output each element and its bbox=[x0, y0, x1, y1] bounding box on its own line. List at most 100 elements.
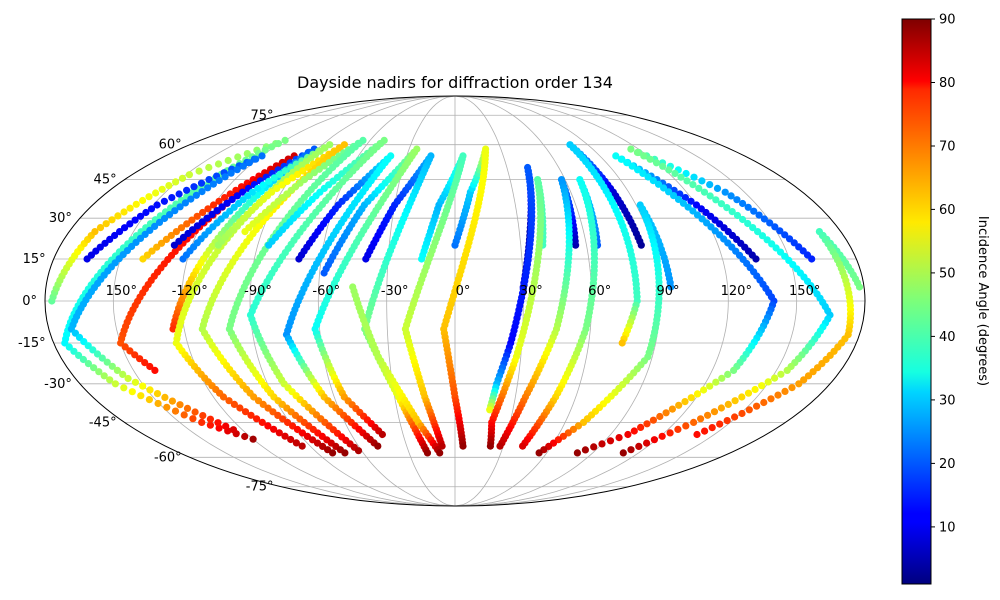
colorbar-tick-label: 20 bbox=[939, 457, 956, 472]
data-point bbox=[727, 192, 735, 200]
data-point bbox=[84, 342, 92, 350]
data-point bbox=[739, 199, 747, 208]
data-point bbox=[682, 422, 690, 430]
data-point bbox=[198, 188, 206, 196]
colorbar-label: Incidence Angle (degrees) bbox=[975, 216, 990, 386]
data-point bbox=[153, 201, 161, 209]
data-point bbox=[713, 184, 722, 192]
longitude-tick-label: 150° bbox=[106, 284, 137, 299]
data-point bbox=[142, 208, 150, 217]
data-point bbox=[193, 212, 201, 220]
latitude-tick-labels: -75° -60° -45° -30° -15° 0° 15° 30° 45° 60° 75° bbox=[18, 108, 274, 494]
data-point bbox=[666, 429, 674, 437]
data-point bbox=[292, 439, 300, 447]
data-point bbox=[248, 188, 256, 196]
data-point bbox=[771, 374, 779, 382]
data-point bbox=[198, 218, 206, 226]
data-point bbox=[239, 162, 247, 170]
data-point bbox=[764, 378, 772, 386]
colorbar-tick-label: 10 bbox=[939, 520, 956, 535]
colorbar-tick-label: 70 bbox=[939, 140, 956, 155]
data-point bbox=[183, 186, 191, 194]
data-point bbox=[676, 190, 684, 198]
data-point bbox=[185, 171, 193, 179]
data-point bbox=[221, 194, 229, 202]
data-point bbox=[724, 400, 732, 408]
data-point bbox=[241, 408, 250, 416]
data-point bbox=[687, 394, 695, 402]
data-point bbox=[124, 374, 132, 383]
data-point bbox=[698, 177, 706, 185]
data-point bbox=[674, 425, 682, 433]
data-point bbox=[760, 215, 769, 223]
data-point bbox=[189, 226, 197, 234]
data-point bbox=[660, 184, 668, 192]
data-point bbox=[733, 196, 741, 204]
data-point bbox=[627, 446, 635, 454]
data-point bbox=[166, 211, 174, 219]
data-point bbox=[136, 212, 145, 220]
data-point bbox=[763, 236, 771, 244]
data-point bbox=[486, 442, 494, 450]
data-point bbox=[299, 167, 307, 175]
data-point bbox=[160, 197, 168, 205]
data-point bbox=[354, 447, 363, 455]
data-point bbox=[569, 425, 578, 433]
data-point bbox=[230, 400, 238, 408]
data-point bbox=[804, 372, 813, 380]
data-point bbox=[218, 203, 226, 211]
longitude-tick-label: 30° bbox=[520, 284, 543, 299]
data-point bbox=[146, 362, 154, 371]
data-point bbox=[206, 421, 214, 429]
data-point bbox=[718, 374, 726, 382]
data-point bbox=[436, 449, 444, 457]
data-point bbox=[670, 192, 678, 200]
longitude-tick-label: -30° bbox=[381, 284, 409, 299]
data-point bbox=[643, 420, 651, 428]
data-point bbox=[258, 152, 266, 160]
data-point bbox=[228, 195, 236, 204]
data-point bbox=[281, 167, 289, 175]
data-point bbox=[771, 223, 779, 231]
data-point bbox=[723, 417, 731, 425]
data-point bbox=[683, 177, 691, 185]
data-point bbox=[606, 437, 615, 445]
data-point bbox=[181, 199, 189, 207]
data-point bbox=[232, 186, 240, 194]
data-point bbox=[193, 222, 201, 230]
latitude-tick-label: 75° bbox=[250, 108, 273, 123]
longitude-tick-label: 60° bbox=[588, 284, 611, 299]
data-point bbox=[79, 355, 87, 364]
data-point bbox=[374, 442, 382, 450]
data-point bbox=[172, 228, 180, 236]
data-point bbox=[690, 418, 698, 426]
data-point bbox=[192, 191, 200, 199]
data-point bbox=[136, 355, 144, 363]
data-point bbox=[96, 224, 105, 232]
data-point bbox=[113, 366, 121, 374]
data-point bbox=[706, 181, 714, 189]
data-point bbox=[106, 376, 114, 384]
data-point bbox=[288, 174, 296, 182]
data-point bbox=[111, 231, 119, 240]
data-point bbox=[677, 173, 685, 181]
data-point bbox=[215, 424, 223, 432]
data-point bbox=[199, 412, 207, 420]
latitude-tick-label: 0° bbox=[22, 294, 37, 309]
data-point bbox=[695, 184, 703, 192]
data-point bbox=[706, 382, 714, 390]
data-point bbox=[700, 188, 709, 196]
data-point bbox=[670, 186, 678, 194]
data-point bbox=[744, 389, 753, 397]
data-point bbox=[176, 401, 184, 409]
latitude-tick-label: -45° bbox=[89, 415, 117, 430]
longitude-gridline bbox=[249, 96, 456, 506]
data-point bbox=[160, 214, 169, 223]
data-point bbox=[253, 415, 261, 423]
data-point bbox=[535, 449, 543, 457]
data-point bbox=[276, 170, 284, 178]
data-point bbox=[785, 235, 794, 243]
data-point bbox=[131, 378, 139, 386]
data-point bbox=[90, 364, 98, 372]
data-point bbox=[204, 184, 212, 192]
